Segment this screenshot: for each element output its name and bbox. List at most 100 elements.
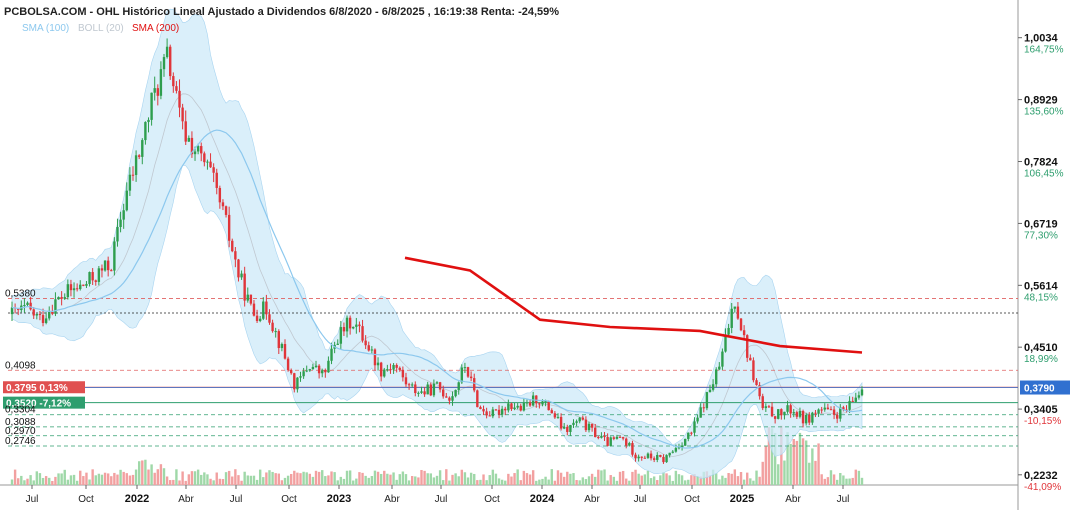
volume-bar [777,464,780,485]
volume-bar [311,476,315,485]
candle-body [268,314,271,323]
candle-body [569,424,572,432]
volume-bar [832,474,836,485]
volume-bar [134,469,138,485]
volume-bar [736,476,740,485]
volume-bar [178,480,181,485]
volume-bar [131,474,135,485]
volume-bar [823,478,826,485]
candle-body [426,384,429,395]
candle-body [820,409,823,411]
candle-body [113,241,116,271]
candle-body [125,190,128,211]
volume-bar [348,470,352,485]
candle-body [454,389,457,397]
candle-body [212,167,215,173]
volume-bar [721,475,724,485]
candle-body [137,155,141,157]
candle-body [494,409,498,411]
volume-bar [535,480,538,485]
candle-body [640,456,643,458]
volume-bar [147,469,150,485]
y-tick-pct: -41,09% [1024,482,1061,493]
candle-body [662,456,665,463]
candle-body [339,327,343,344]
candle-body [410,384,414,386]
volume-bar [566,471,569,485]
volume-bar [761,461,764,485]
candle-body [736,306,740,319]
volume-bar [389,474,392,485]
volume-bar [395,479,398,485]
volume-bar [451,474,454,485]
chart-title: PCBOLSA.COM - OHL Histórico Lineal Ajust… [4,6,559,18]
volume-bar [119,469,122,485]
volume-bar [767,427,771,485]
volume-bar [516,469,519,485]
volume-bar [94,475,97,485]
candle-body [522,403,526,411]
volume-bar [23,480,26,485]
volume-bar [345,470,349,485]
volume-bar [333,472,336,485]
candle-body [181,107,184,122]
volume-bar [801,438,805,485]
volume-bar [268,470,271,485]
volume-bar [103,472,107,485]
volume-bar [364,475,367,485]
volume-bar [659,475,662,485]
volume-bar [20,475,23,485]
candle-body [860,389,864,396]
volume-bar [305,472,308,485]
candle-body [671,451,674,453]
candle-body [668,452,671,456]
candle-body [845,409,848,411]
level-label: 0,2970 [5,426,36,437]
sma-lines [11,129,863,449]
y-tick-label: 1,0034 [1024,33,1059,45]
candle-body [587,423,591,431]
candle-body [209,161,212,168]
candle-body [466,367,470,377]
volume-bar [637,473,640,485]
volume-bar [314,470,318,485]
candle-body [851,400,854,402]
volume-bar [640,475,643,485]
level-badge [3,381,85,394]
volume-bar [417,477,420,485]
candle-body [398,367,401,370]
candle-body [628,443,631,446]
volume-bar [246,475,249,485]
volume-bar [240,480,243,485]
candle-body [485,411,488,416]
candle-body [66,284,70,298]
candle-body [234,251,237,260]
candle-body [696,417,699,422]
volume-bar [525,473,529,485]
candle-body [770,406,774,417]
candle-body [783,411,786,416]
x-tick-label: Jul [837,494,850,505]
candle-body [457,382,460,390]
volume-bar [414,476,417,485]
volume-bar [420,469,423,485]
volume-bar [615,480,619,485]
volume-bar [383,470,386,485]
volume-bar [851,477,854,485]
candle-body [57,296,60,300]
volume-bar [243,471,246,485]
volume-bar [668,475,671,485]
chart-legend: SMA (100) BOLL (20) SMA (200) [22,23,179,34]
volume-bar [82,476,85,485]
volume-bar [63,469,66,485]
x-tick-label: Abr [785,494,801,505]
volume-bar [572,473,575,485]
candle-body [75,288,79,290]
volume-bar [277,473,280,485]
volume-bar [237,475,240,485]
volume-bar [398,474,401,485]
candle-body [578,417,581,422]
volume-bar [730,473,733,485]
candle-body [401,369,405,378]
